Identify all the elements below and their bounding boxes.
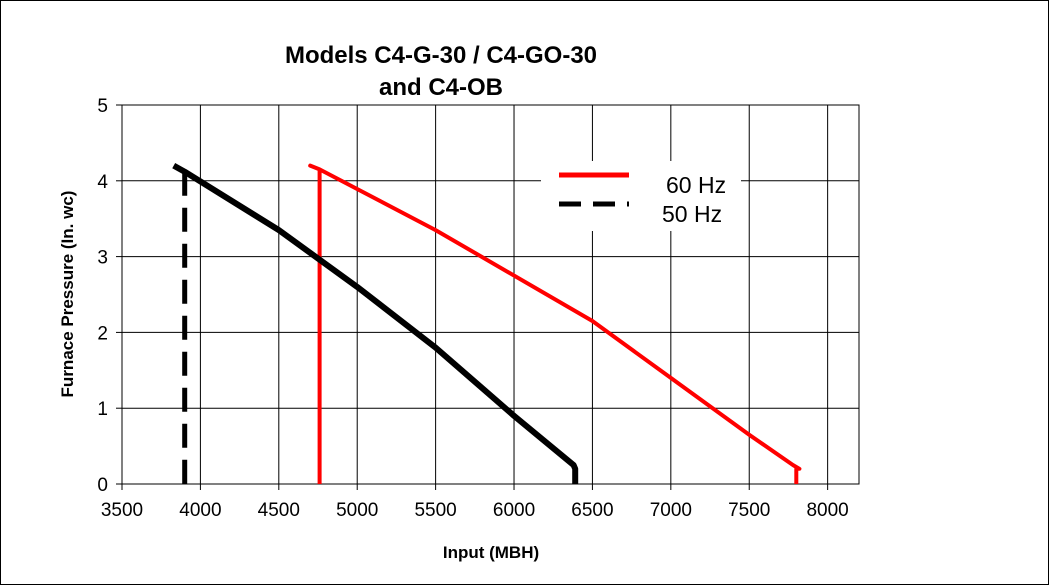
series-line-1 — [172, 162, 579, 484]
grid — [121, 104, 859, 485]
y-tick-label: 3 — [97, 248, 108, 269]
y-tick-labels: 0 1 2 3 4 5 — [97, 96, 122, 496]
x-tick-label: 4500 — [258, 500, 300, 521]
y-tick-label: 0 — [97, 475, 108, 496]
x-tick-label: 3500 — [101, 500, 143, 521]
plot-border — [121, 104, 860, 485]
x-axis-label: Input (MBH) — [443, 543, 539, 562]
legend: 60 Hz 50 Hz — [541, 161, 741, 231]
chart-title-line-1: Models C4-G-30 / C4-GO-30 — [285, 42, 597, 69]
x-tick-label: 5000 — [336, 500, 378, 521]
x-tick-label: 8000 — [806, 500, 848, 521]
x-tick-labels: 3500 4000 4500 5000 5500 6000 6500 7000 7500 8000 — [101, 484, 849, 521]
series-line-0 — [308, 163, 802, 484]
x-tick-label: 5500 — [414, 500, 456, 521]
legend-label-60hz: 60 Hz — [666, 172, 726, 198]
series-layer — [172, 162, 802, 484]
x-tick-label: 7000 — [650, 500, 692, 521]
chart-title-line-2: and C4-OB — [379, 74, 503, 101]
y-tick-label: 2 — [97, 323, 108, 344]
x-tick-label: 6000 — [493, 500, 535, 521]
legend-label-50hz: 50 Hz — [662, 201, 722, 227]
x-tick-label: 4000 — [179, 500, 221, 521]
y-tick-label: 5 — [97, 96, 108, 117]
y-axis-label: Furnace Pressure (In. wc) — [58, 191, 77, 398]
y-tick-label: 4 — [97, 172, 108, 193]
x-tick-label: 7500 — [728, 500, 770, 521]
x-tick-label: 6500 — [571, 500, 613, 521]
y-tick-label: 1 — [97, 399, 108, 420]
